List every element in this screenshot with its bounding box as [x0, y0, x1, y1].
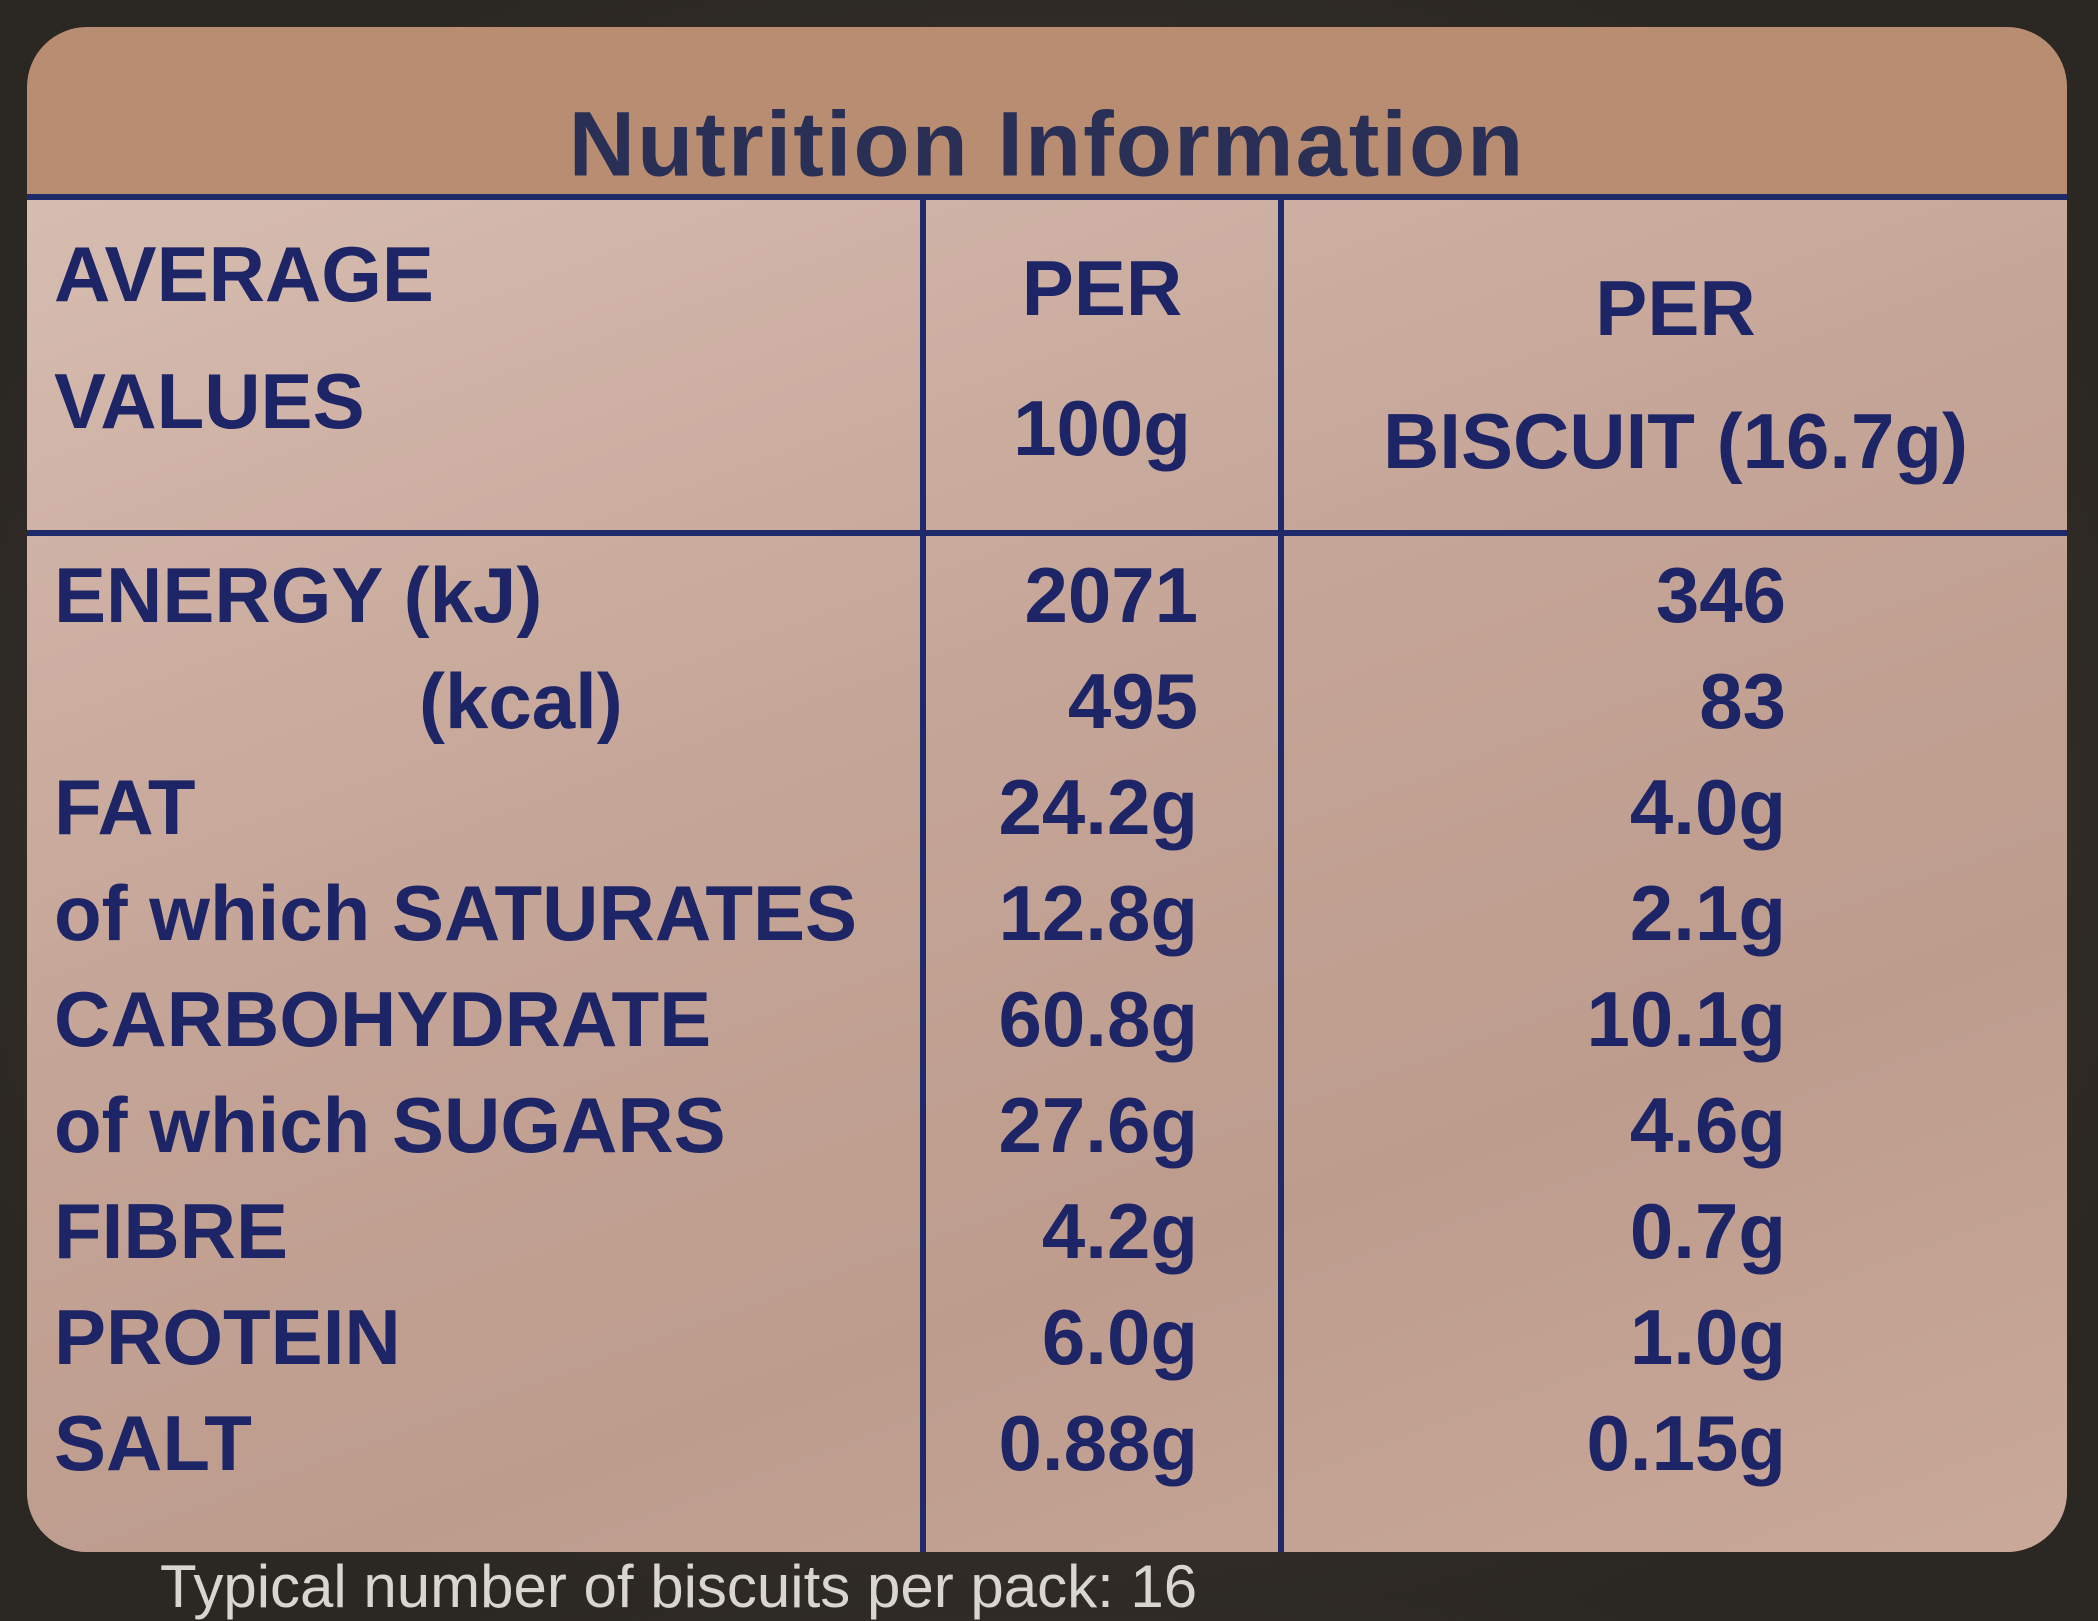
header-cell: PER — [1021, 244, 1183, 332]
row-label: (kcal) — [419, 657, 623, 745]
header-divider — [27, 530, 2067, 536]
value-per-biscuit: 346 — [1655, 551, 1786, 639]
value-per-biscuit: 10.1g — [1586, 975, 1786, 1063]
row-label: of which SUGARS — [54, 1081, 726, 1169]
row-label: FAT — [54, 763, 196, 851]
column-divider — [920, 194, 926, 1552]
value-per-biscuit: 0.15g — [1586, 1399, 1786, 1487]
column-divider — [1278, 194, 1284, 1552]
value-per-biscuit: 0.7g — [1629, 1187, 1786, 1275]
row-label: PROTEIN — [54, 1293, 401, 1381]
value-per-100g: 24.2g — [998, 763, 1198, 851]
value-per-biscuit: 4.0g — [1629, 763, 1786, 851]
value-per-biscuit: 4.6g — [1629, 1081, 1786, 1169]
header-cell: VALUES — [54, 357, 365, 445]
value-per-100g: 2071 — [1024, 551, 1198, 639]
value-per-biscuit: 83 — [1699, 657, 1786, 745]
value-per-biscuit: 1.0g — [1629, 1293, 1786, 1381]
row-label: ENERGY (kJ) — [54, 551, 543, 639]
header-cell: AVERAGE — [54, 230, 434, 318]
value-per-100g: 12.8g — [998, 869, 1198, 957]
nutrition-label: Nutrition Information AVERAGE VALUES PER 10… — [27, 27, 2067, 1552]
nutrition-table — [27, 194, 2067, 1552]
row-label: SALT — [54, 1399, 252, 1487]
header-cell: 100g — [1013, 384, 1191, 472]
footer-note: Typical number of biscuits per pack: 16 — [160, 1553, 1198, 1620]
value-per-100g: 27.6g — [998, 1081, 1198, 1169]
title: Nutrition Information — [568, 93, 1526, 196]
header-cell: PER — [1595, 264, 1756, 352]
value-per-100g: 6.0g — [1041, 1293, 1198, 1381]
header-cell: BISCUIT (16.7g) — [1382, 397, 1969, 485]
value-per-100g: 0.88g — [998, 1399, 1198, 1487]
row-label: FIBRE — [54, 1187, 288, 1275]
row-label: CARBOHYDRATE — [54, 975, 712, 1063]
value-per-biscuit: 2.1g — [1629, 869, 1786, 957]
value-per-100g: 60.8g — [998, 975, 1198, 1063]
value-per-100g: 4.2g — [1041, 1187, 1198, 1275]
row-label: of which SATURATES — [54, 869, 858, 957]
value-per-100g: 495 — [1067, 657, 1198, 745]
